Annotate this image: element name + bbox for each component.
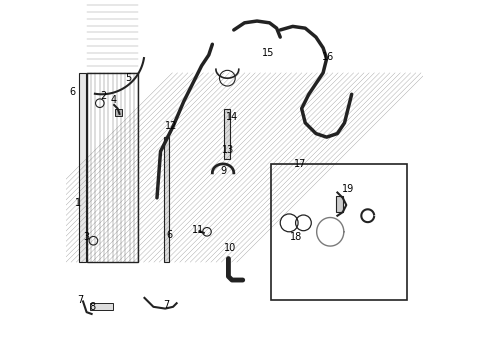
Text: 7: 7 xyxy=(77,295,83,305)
Bar xyxy=(80,73,86,262)
Text: 14: 14 xyxy=(225,112,238,122)
Bar xyxy=(271,164,406,300)
Text: 11: 11 xyxy=(192,225,204,235)
Bar xyxy=(164,137,168,262)
Text: 7: 7 xyxy=(163,300,169,310)
Text: 9: 9 xyxy=(220,166,225,176)
Text: 5: 5 xyxy=(125,73,131,83)
Bar xyxy=(335,196,343,212)
Text: 12: 12 xyxy=(165,121,177,131)
Bar xyxy=(86,73,138,262)
Bar xyxy=(224,109,230,158)
Text: 19: 19 xyxy=(341,184,353,194)
Text: 16: 16 xyxy=(322,52,334,62)
Text: 13: 13 xyxy=(222,145,234,155)
Text: 3: 3 xyxy=(83,232,89,242)
Bar xyxy=(115,109,122,116)
Bar xyxy=(90,303,113,310)
Text: 10: 10 xyxy=(224,243,236,253)
Text: 17: 17 xyxy=(293,159,305,169)
Text: 6: 6 xyxy=(166,230,172,240)
Text: 2: 2 xyxy=(100,91,106,101)
Text: 8: 8 xyxy=(89,302,96,312)
Text: 4: 4 xyxy=(111,95,117,105)
Text: 1: 1 xyxy=(75,198,81,208)
Text: 6: 6 xyxy=(69,87,75,98)
Text: 18: 18 xyxy=(289,232,302,242)
Text: 15: 15 xyxy=(261,48,273,58)
